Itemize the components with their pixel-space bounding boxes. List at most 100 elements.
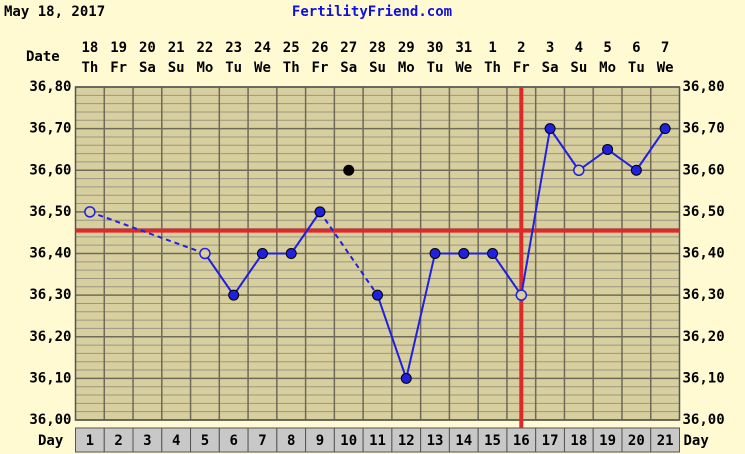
- y-tick-label: 36,10: [29, 370, 71, 386]
- y-tick-label-right: 36,70: [683, 121, 725, 137]
- y-tick-label: 36,00: [29, 412, 71, 428]
- temp-segment: [491, 252, 523, 296]
- weekday: Th: [283, 60, 300, 76]
- temp-segment: [290, 211, 321, 255]
- temp-point: [84, 206, 96, 218]
- date-number: 30: [427, 40, 444, 56]
- y-tick-label-right: 36,00: [683, 412, 725, 428]
- day-cell: [621, 427, 652, 453]
- temp-segment: [635, 128, 666, 171]
- date-number: 2: [517, 40, 525, 56]
- temp-segment: [405, 253, 436, 379]
- day-cell: [650, 427, 681, 453]
- temp-segment: [89, 210, 206, 255]
- day-cell: [305, 427, 335, 453]
- weekday: Sa: [542, 60, 559, 76]
- date-number: 20: [139, 40, 156, 56]
- y-tick-label-right: 36,50: [683, 204, 725, 220]
- weekday: Mo: [398, 60, 415, 76]
- weekday: We: [455, 60, 472, 76]
- date-number: 31: [455, 40, 472, 56]
- temp-segment: [520, 128, 552, 296]
- temp-segment: [549, 128, 580, 171]
- weekday: Fr: [312, 60, 329, 76]
- date-text: May 18, 2017: [4, 4, 105, 20]
- day-number: 2: [114, 433, 122, 449]
- day-number: 18: [570, 433, 587, 449]
- weekday: Mo: [599, 60, 616, 76]
- temp-point: [256, 248, 268, 259]
- weekday: Tu: [427, 60, 444, 76]
- day-cell: [420, 427, 450, 453]
- day-number: 14: [455, 433, 472, 449]
- day-cell: [276, 427, 307, 453]
- day-number: 1: [86, 433, 94, 449]
- temp-point: [314, 206, 326, 218]
- date-number: 27: [340, 40, 357, 56]
- temp-point: [544, 123, 556, 135]
- date-number: 25: [283, 40, 300, 56]
- temp-segment: [376, 294, 408, 379]
- date-number: 1: [488, 40, 496, 56]
- day-number: 6: [229, 433, 237, 449]
- day-cell: [506, 427, 537, 453]
- day-number: 20: [628, 433, 645, 449]
- temp-point: [487, 248, 499, 259]
- date-number: 29: [398, 40, 415, 56]
- temp-point: [458, 248, 470, 259]
- day-cell: [535, 427, 565, 453]
- date-number: 22: [196, 40, 213, 56]
- date-number: 4: [575, 40, 583, 56]
- y-tick-label: 36,30: [29, 287, 71, 303]
- day-number: 10: [340, 433, 357, 449]
- day-number: 15: [484, 433, 501, 449]
- day-number: 17: [542, 433, 559, 449]
- temp-segment: [607, 148, 637, 172]
- date-number: 7: [661, 40, 669, 56]
- weekday: Su: [168, 60, 185, 76]
- day-number: 7: [258, 433, 266, 449]
- weekday: Mo: [196, 60, 213, 76]
- day-number: 8: [287, 433, 295, 449]
- site-name: FertilityFriend.com: [292, 4, 452, 20]
- y-tick-label-right: 36,80: [683, 79, 725, 95]
- weekday: Fr: [513, 60, 530, 76]
- day-number: 21: [657, 433, 674, 449]
- weekday: Tu: [628, 60, 645, 76]
- temp-point: [343, 164, 355, 176]
- temp-segment: [319, 211, 379, 296]
- plot-frame: [74, 86, 681, 421]
- date-number: 5: [603, 40, 611, 56]
- temp-point: [515, 289, 528, 301]
- temp-segment: [204, 252, 235, 296]
- temp-point: [400, 372, 412, 384]
- y-tick-label-right: 36,30: [683, 287, 725, 303]
- day-number: 12: [398, 433, 415, 449]
- day-number: 11: [369, 433, 386, 449]
- day-label-right: Day: [684, 433, 710, 449]
- y-tick-label: 36,60: [29, 162, 71, 178]
- day-number: 4: [172, 433, 180, 449]
- temp-point: [228, 289, 240, 301]
- weekday: We: [254, 60, 271, 76]
- temp-segment: [578, 148, 609, 172]
- temp-point: [372, 289, 383, 301]
- day-cell: [247, 427, 278, 453]
- y-tick-label-right: 36,60: [683, 162, 725, 178]
- y-tick-label: 36,50: [29, 204, 71, 220]
- y-tick-label: 36,40: [29, 246, 71, 262]
- day-number: 3: [143, 433, 151, 449]
- date-number: 23: [225, 40, 242, 56]
- day-number: 5: [201, 433, 209, 449]
- weekday: Sa: [340, 60, 357, 76]
- day-cell: [103, 427, 134, 453]
- temp-point: [659, 123, 671, 135]
- y-tick-label: 36,70: [29, 121, 71, 137]
- date-number: 28: [369, 40, 386, 56]
- date-label: Date: [26, 49, 60, 65]
- date-number: 19: [110, 40, 127, 56]
- weekday: Th: [81, 60, 98, 76]
- temp-point: [429, 248, 441, 259]
- date-number: 18: [81, 40, 98, 56]
